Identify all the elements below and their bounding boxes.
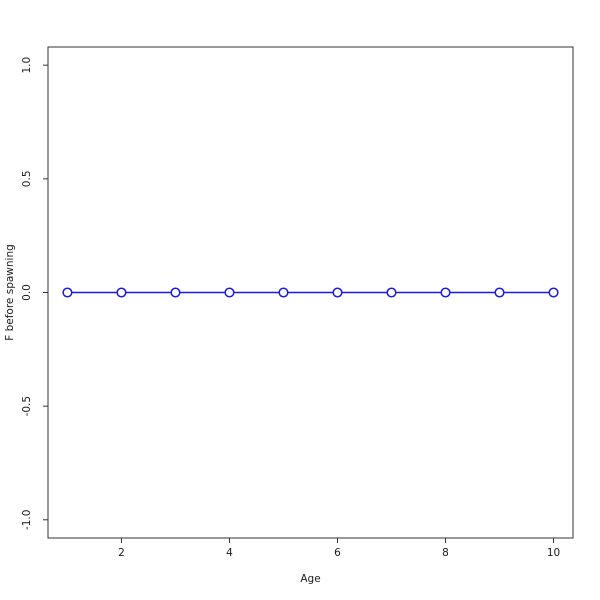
x-axis-label: Age (300, 573, 320, 585)
y-tick-label: 0.5 (21, 170, 33, 187)
x-tick-label: 4 (226, 547, 233, 559)
data-point-marker (548, 287, 559, 298)
data-point-marker (116, 287, 127, 298)
data-point-marker (170, 287, 181, 298)
data-series (62, 287, 559, 298)
x-tick-label: 10 (547, 547, 560, 559)
data-point-marker (62, 287, 73, 298)
data-point-marker (440, 287, 451, 298)
y-tick-label: 0.0 (21, 284, 33, 301)
y-tick-label: -0.5 (21, 396, 33, 417)
y-tick-label: 1.0 (21, 57, 33, 74)
y-axis-label: F before spawning (4, 244, 16, 341)
axis-ticks: 2 4 6 8 10 1.0 0.5 0.0 -0.5 -1.0 (21, 57, 560, 559)
x-tick-label: 6 (334, 547, 341, 559)
data-point-marker (224, 287, 235, 298)
data-point-marker (278, 287, 289, 298)
data-point-marker (494, 287, 505, 298)
x-tick-label: 2 (118, 547, 125, 559)
data-point-marker (386, 287, 397, 298)
x-tick-label: 8 (442, 547, 449, 559)
y-tick-label: -1.0 (21, 510, 33, 531)
data-point-marker (332, 287, 343, 298)
